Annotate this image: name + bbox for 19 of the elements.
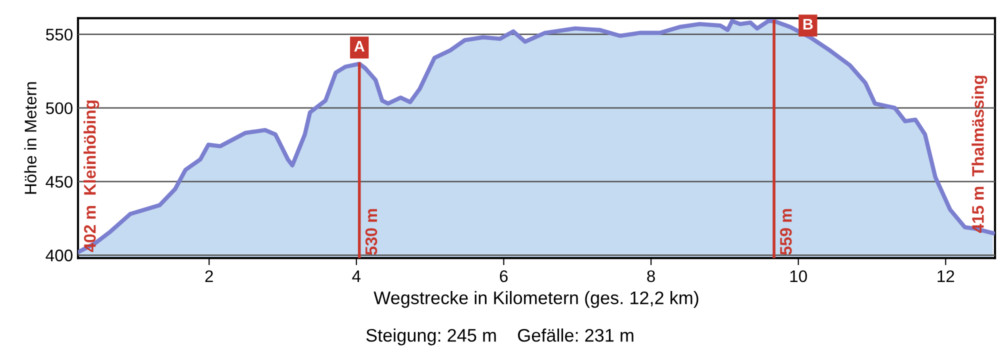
x-tick-label: 2 <box>205 270 213 282</box>
x-tick-label: 8 <box>647 270 655 282</box>
x-tick-label: 6 <box>500 270 508 282</box>
y-tick-label: 400 <box>46 250 72 262</box>
ref-line-label: 530 m <box>365 209 378 255</box>
annotation: A <box>354 41 364 52</box>
annotation: 402 m Kleinhöbing <box>84 100 100 252</box>
annotation: B <box>803 18 813 30</box>
text: Steigung: 245 m Gefälle: 231 m <box>366 328 634 346</box>
y-tick-label: 550 <box>46 28 72 41</box>
x-tick-label: 12 <box>938 270 954 282</box>
ref-line-label: 559 m <box>780 209 792 255</box>
y-tick-label: 450 <box>46 176 72 188</box>
x-tick-label: 10 <box>790 270 807 282</box>
y-tick-label: 500 <box>46 102 72 114</box>
x-tick-label: 4 <box>352 270 361 282</box>
annotation: 415 m Thalmässing <box>972 76 988 233</box>
y-axis-title: Höhe in Metern <box>24 82 36 194</box>
x-axis-title: Wegstrecke in Kilometern (ges. 12,2 km) <box>374 291 698 308</box>
